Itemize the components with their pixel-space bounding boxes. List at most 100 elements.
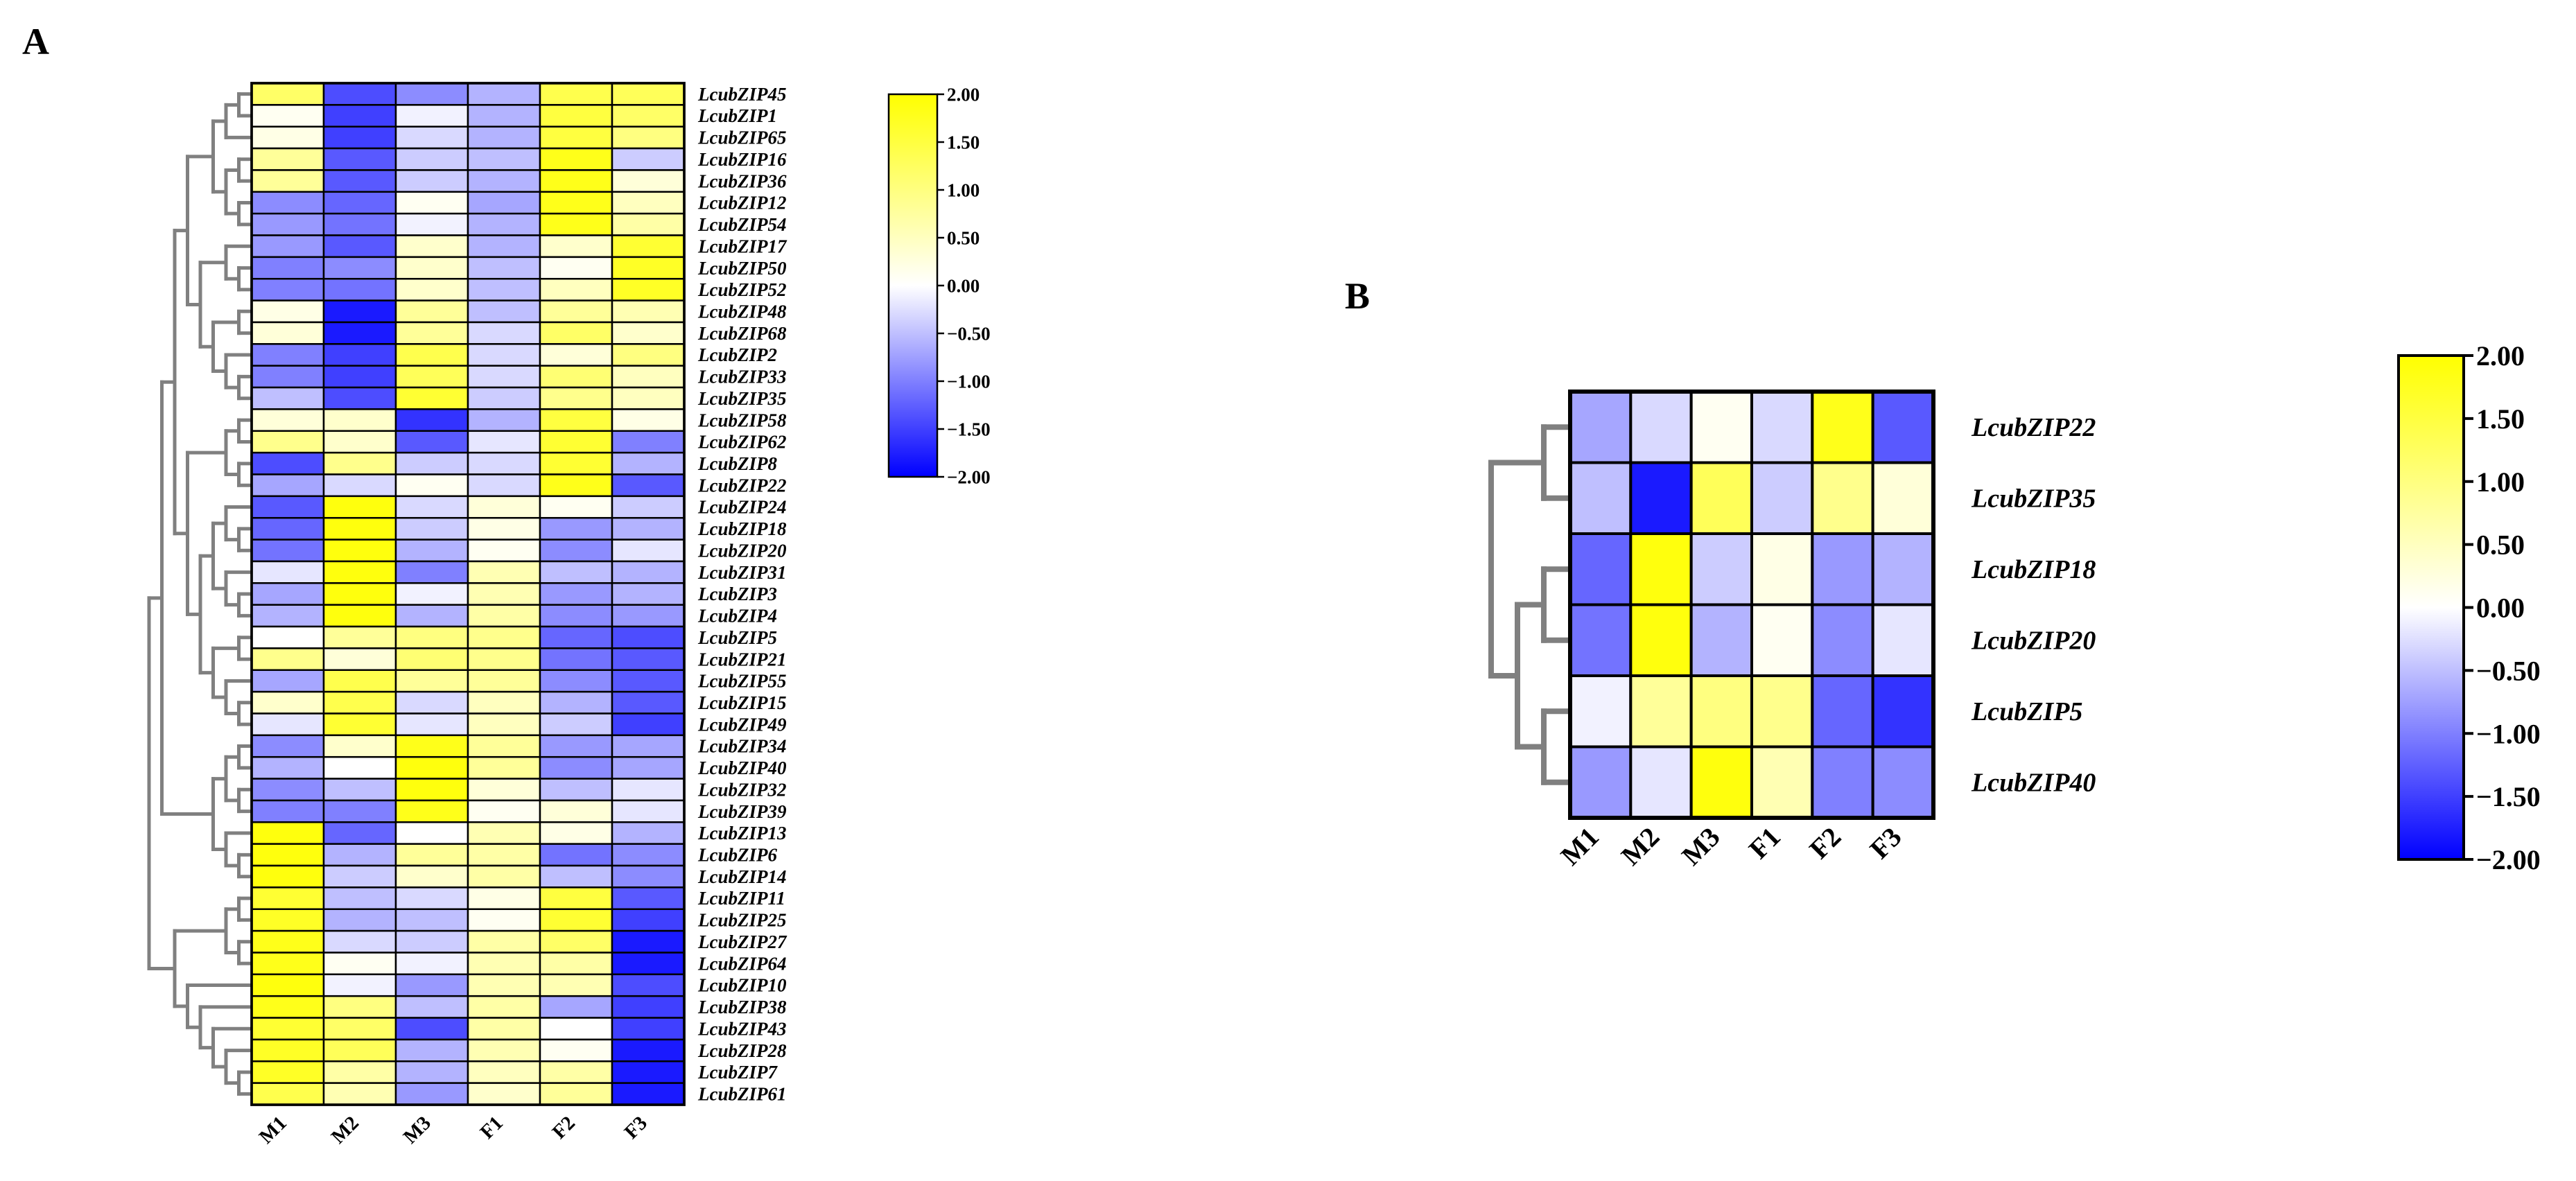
heatmap-cell xyxy=(394,799,469,823)
panel-b-colorbar: 2.00 1.50 1.00 0.50 0.00 −0.50 −1.00 −1.50 −2.00 xyxy=(2397,340,2541,875)
heatmap-cell xyxy=(394,278,469,301)
heatmap-cell xyxy=(1689,603,1754,677)
heatmap-cell xyxy=(394,604,469,628)
heatmap-cell xyxy=(539,125,613,150)
heatmap-cell xyxy=(394,908,469,932)
heatmap-cell xyxy=(394,495,469,519)
heatmap-cell xyxy=(322,952,397,976)
row-label: LcubZIP22 xyxy=(697,475,787,496)
heatmap-cell xyxy=(1871,390,1935,464)
heatmap-cell xyxy=(322,778,397,802)
heatmap-cell xyxy=(250,929,325,954)
row-label: LcubZIP22 xyxy=(1971,413,2096,442)
colorbar-tick-label: −0.50 xyxy=(947,323,991,344)
heatmap-cell xyxy=(250,690,325,715)
heatmap-cell xyxy=(539,516,613,541)
heatmap-cell xyxy=(467,952,541,976)
heatmap-cell xyxy=(539,712,613,737)
heatmap-cell xyxy=(250,125,325,150)
heatmap-cell xyxy=(1569,532,1633,606)
heatmap-cell xyxy=(322,929,397,954)
heatmap-cell xyxy=(250,908,325,932)
heatmap-cell xyxy=(1629,745,1693,819)
heatmap-cell xyxy=(539,473,613,498)
heatmap-cell xyxy=(394,451,469,475)
heatmap-cell xyxy=(467,799,541,823)
heatmap-cell xyxy=(250,451,325,475)
row-label: LcubZIP62 xyxy=(697,432,787,453)
heatmap-cell xyxy=(322,864,397,889)
heatmap-cell xyxy=(394,778,469,802)
heatmap-cell xyxy=(467,734,541,758)
heatmap-cell xyxy=(394,430,469,454)
heatmap-cell xyxy=(250,843,325,867)
heatmap-cell xyxy=(250,1038,325,1062)
heatmap-cell xyxy=(539,995,613,1019)
heatmap-cell xyxy=(322,234,397,259)
heatmap-cell xyxy=(250,778,325,802)
heatmap-cell xyxy=(611,1060,686,1084)
heatmap-cell xyxy=(1569,603,1633,677)
row-label: LcubZIP21 xyxy=(697,649,787,670)
heatmap-cell xyxy=(611,365,686,389)
colorbar-tick-label: 2.00 xyxy=(2476,340,2525,371)
heatmap-cell xyxy=(611,690,686,715)
row-label: LcubZIP16 xyxy=(697,149,787,170)
row-label: LcubZIP31 xyxy=(697,562,787,583)
heatmap-cell xyxy=(611,321,686,345)
heatmap-cell xyxy=(322,386,397,410)
heatmap-cell xyxy=(322,169,397,193)
heatmap-cell xyxy=(467,539,541,563)
heatmap-cell xyxy=(250,365,325,389)
panel-a-heatmap-cells xyxy=(250,82,686,1106)
heatmap-cell xyxy=(467,125,541,150)
row-label: LcubZIP3 xyxy=(697,584,777,604)
heatmap-cell xyxy=(322,147,397,171)
heatmap-cell xyxy=(611,430,686,454)
heatmap-cell xyxy=(467,495,541,519)
heatmap-cell xyxy=(1871,461,1935,535)
heatmap-cell xyxy=(322,690,397,715)
heatmap-cell xyxy=(322,473,397,498)
heatmap-cell xyxy=(467,821,541,845)
heatmap-cell xyxy=(394,299,469,324)
heatmap-cell xyxy=(539,539,613,563)
heatmap-cell xyxy=(611,451,686,475)
heatmap-cell xyxy=(250,821,325,845)
heatmap-cell xyxy=(611,125,686,150)
heatmap-cell xyxy=(322,604,397,628)
heatmap-cell xyxy=(539,778,613,802)
heatmap-cell xyxy=(394,582,469,606)
heatmap-cell xyxy=(539,908,613,932)
heatmap-cell xyxy=(322,1038,397,1062)
row-label: LcubZIP49 xyxy=(697,714,787,735)
heatmap-cell xyxy=(539,1017,613,1041)
heatmap-cell xyxy=(467,995,541,1019)
heatmap-cell xyxy=(539,256,613,280)
heatmap-cell xyxy=(467,1060,541,1084)
heatmap-cell xyxy=(611,647,686,672)
heatmap-cell xyxy=(467,82,541,106)
heatmap-cell xyxy=(250,104,325,128)
heatmap-cell xyxy=(539,408,613,432)
heatmap-cell xyxy=(250,973,325,997)
heatmap-cell xyxy=(250,1017,325,1041)
row-label: LcubZIP11 xyxy=(697,888,785,909)
heatmap-cell xyxy=(539,495,613,519)
heatmap-cell xyxy=(1689,532,1754,606)
panel-a-column-labels: M1 M2 M3 F1 F2 F3 xyxy=(255,1112,652,1148)
heatmap-cell xyxy=(322,343,397,367)
heatmap-cell xyxy=(467,516,541,541)
row-label: LcubZIP35 xyxy=(697,388,787,409)
heatmap-cell xyxy=(394,343,469,367)
heatmap-cell xyxy=(322,625,397,649)
heatmap-cell xyxy=(394,1060,469,1084)
heatmap-cell xyxy=(394,755,469,780)
panel-a-dendrogram xyxy=(147,92,254,1096)
heatmap-cell xyxy=(1689,461,1754,535)
row-label: LcubZIP15 xyxy=(697,692,787,713)
heatmap-cell xyxy=(539,799,613,823)
heatmap-cell xyxy=(611,625,686,649)
row-label: LcubZIP25 xyxy=(697,910,787,931)
heatmap-cell xyxy=(467,864,541,889)
